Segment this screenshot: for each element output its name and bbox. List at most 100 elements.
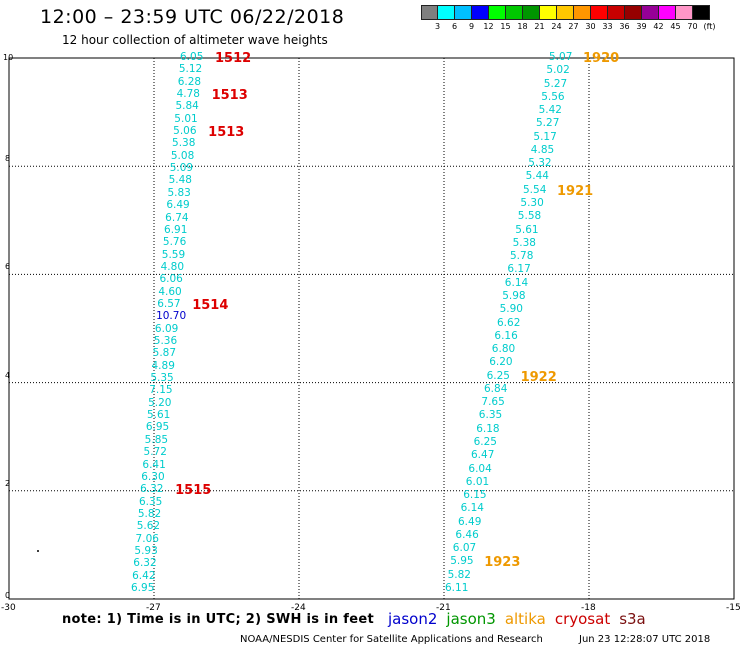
wave-height-value: 5.30 [520,197,544,210]
colorbar-swatch [438,5,455,20]
colorbar-swatch [574,5,591,20]
wave-height-value: 6.14 [504,276,529,289]
wave-height-value: 5.59 [161,248,186,261]
satellite-legend: jason2 jason3 altika cryosat s3a [388,610,655,628]
longitude-tick-label: -30 [1,603,16,613]
wave-height-value: 5.27 [536,117,560,130]
latitude-tick-label: 8 [5,154,11,164]
credit-text: NOAA/NESDIS Center for Satellite Applica… [240,634,543,645]
latitude-tick-label: 6 [5,262,11,272]
pass-number-label: 1512 [215,51,252,66]
legend-item-altika: altika [504,610,546,628]
footer-note: note: 1) Time is in UTC; 2) SWH is in fe… [62,612,374,627]
wave-height-value: 6.32 [140,483,164,496]
longitude-tick-label: -21 [436,603,451,613]
colorbar-swatch [642,5,659,20]
wave-height-value: 6.14 [460,502,484,515]
wave-height-value: 5.09 [169,162,194,175]
pass-number-label: 1513 [208,125,245,141]
wave-height-value: 5.98 [502,289,526,302]
colorbar-label: 39 [636,22,647,31]
colorbar-swatch [421,5,438,20]
wave-height-value: 5.12 [178,63,203,76]
colorbar-label: (ft) [703,22,716,31]
wave-height-value: 5.58 [517,210,542,223]
wave-height-value: 6.01 [465,475,490,488]
pass-number-label: 1514 [192,297,229,313]
wave-height-value: 6.28 [177,75,202,88]
wave-height-value: 6.17 [507,263,531,276]
map-subtitle: 12 hour collection of altimeter wave hei… [62,33,328,47]
wave-height-value: 6.25 [473,435,497,448]
colorbar-swatch [472,5,489,20]
wave-height-value: 6.49 [458,515,482,528]
wave-height-value: 10.70 [156,310,187,323]
latitude-tick-label: 2 [5,478,11,488]
wave-height-value: 6.46 [455,528,479,541]
wave-height-value: 5.20 [148,396,172,409]
wave-height-value: 5.61 [515,223,539,236]
pass-number-label: 1921 [557,183,594,199]
wave-height-value: 6.09 [154,322,179,335]
colorbar-label: 45 [670,22,681,31]
wave-height-colorbar [421,5,710,20]
wave-height-value: 4.80 [160,260,185,273]
generated-timestamp: Jun 23 12:28:07 UTC 2018 [579,634,711,645]
wave-height-value: 6.35 [138,495,163,508]
colorbar-label: 42 [653,22,664,31]
wave-height-value: 6.15 [463,489,487,502]
colorbar-label: 30 [585,22,596,31]
wave-height-value: 6.16 [494,329,518,342]
longitude-tick-label: -24 [291,603,306,613]
wave-height-value: 6.25 [486,369,510,382]
pass-number-label: 1513 [211,88,248,104]
wave-height-value: 5.90 [499,303,523,316]
wave-height-value: 6.04 [468,462,492,475]
wave-height-value: 6.07 [452,542,477,555]
wave-height-value: 5.82 [447,568,471,581]
wave-height-value: 6.41 [142,458,166,471]
colorbar-label: 70 [687,22,698,31]
wave-height-value: 4.78 [176,88,200,101]
legend-item-jason3: jason3 [446,610,496,628]
colorbar-label: 12 [483,22,494,31]
colorbar-swatch [625,5,642,20]
wave-height-value: 7.65 [481,396,505,409]
colorbar-swatch [608,5,625,20]
legend-item-cryosat: cryosat [554,610,611,628]
wave-height-value: 5.48 [168,174,192,187]
wave-height-value: 5.17 [533,130,557,143]
latitude-tick-label: 4 [5,370,11,380]
wave-height-value: 7.15 [149,384,173,397]
wave-height-value: 5.06 [173,125,197,138]
longitude-tick-label: -18 [581,603,596,613]
wave-height-value: 6.95 [131,582,155,594]
colorbar-swatch [693,5,710,20]
colorbar-swatch [489,5,506,20]
latitude-tick-label: 10 [3,53,14,62]
wave-height-value: 5.38 [512,236,536,249]
wave-height-value: 5.07 [549,51,573,63]
wave-height-value: 5.02 [546,64,570,77]
wave-height-value: 5.85 [144,433,169,446]
colorbar-label: 27 [568,22,579,31]
wave-height-value: 5.87 [152,347,177,360]
longitude-tick-label: -27 [146,603,161,613]
wave-height-value: 5.72 [143,446,167,459]
colorbar-label: 36 [619,22,630,31]
wave-height-value: 4.60 [158,285,182,298]
colorbar-label: 33 [602,22,613,31]
wave-height-value: 5.93 [134,544,158,557]
colorbar-swatch [676,5,693,20]
wave-height-value: 7.06 [135,532,159,545]
wave-height-value: 4.85 [530,143,555,156]
colorbar-label: 15 [500,22,511,31]
colorbar-label: 9 [468,22,475,31]
longitude-tick-label: -15 [726,603,740,613]
wave-height-value: 5.83 [167,186,191,199]
wave-height-value: 5.84 [175,100,199,113]
pass-number-label: 1515 [175,483,212,499]
pass-number-label: 1920 [583,51,620,66]
pass-number-label: 1923 [484,555,521,571]
